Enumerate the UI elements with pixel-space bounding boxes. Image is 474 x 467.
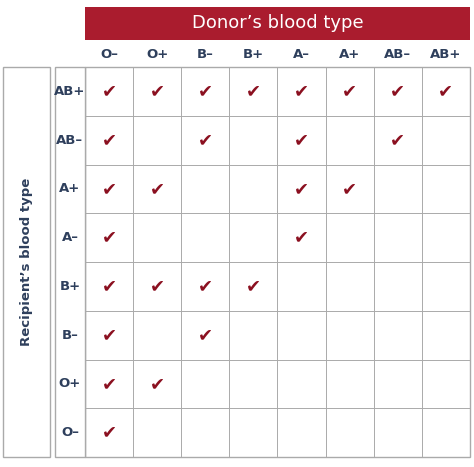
Text: AB+: AB+ — [55, 85, 86, 98]
Text: Recipient’s blood type: Recipient’s blood type — [20, 178, 33, 346]
Bar — [85, 7, 470, 40]
Text: AB–: AB– — [384, 48, 411, 61]
Text: ✔: ✔ — [150, 82, 165, 100]
Text: B+: B+ — [243, 48, 264, 61]
Text: O+: O+ — [146, 48, 168, 61]
Text: ✔: ✔ — [101, 326, 117, 344]
Text: AB+: AB+ — [430, 48, 462, 61]
Text: ✔: ✔ — [198, 82, 213, 100]
Text: ✔: ✔ — [198, 326, 213, 344]
Text: ✔: ✔ — [294, 131, 309, 149]
Text: ✔: ✔ — [198, 131, 213, 149]
Text: ✔: ✔ — [101, 277, 117, 295]
Text: ✔: ✔ — [390, 82, 405, 100]
Text: B–: B– — [62, 329, 78, 342]
Text: ✔: ✔ — [101, 131, 117, 149]
Text: ✔: ✔ — [294, 229, 309, 247]
Text: ✔: ✔ — [101, 180, 117, 198]
Text: ✔: ✔ — [342, 82, 357, 100]
Text: ✔: ✔ — [294, 180, 309, 198]
Text: A–: A– — [62, 231, 79, 244]
Text: Donor’s blood type: Donor’s blood type — [191, 14, 363, 33]
Text: O–: O– — [61, 426, 79, 439]
Text: A–: A– — [293, 48, 310, 61]
Text: ✔: ✔ — [150, 277, 165, 295]
Text: ✔: ✔ — [198, 277, 213, 295]
Bar — [55, 67, 85, 457]
Text: ✔: ✔ — [246, 277, 261, 295]
Text: O–: O– — [100, 48, 118, 61]
Text: ✔: ✔ — [438, 82, 454, 100]
Text: ✔: ✔ — [294, 82, 309, 100]
Bar — [3, 67, 50, 457]
Text: B–: B– — [197, 48, 214, 61]
Text: ✔: ✔ — [342, 180, 357, 198]
Text: A+: A+ — [339, 48, 360, 61]
Text: ✔: ✔ — [101, 424, 117, 442]
Text: ✔: ✔ — [101, 229, 117, 247]
Text: ✔: ✔ — [150, 180, 165, 198]
Text: ✔: ✔ — [101, 82, 117, 100]
Text: O+: O+ — [59, 377, 81, 390]
Text: ✔: ✔ — [101, 375, 117, 393]
Text: ✔: ✔ — [150, 375, 165, 393]
Text: A+: A+ — [59, 183, 81, 195]
Text: B+: B+ — [59, 280, 81, 293]
Bar — [85, 67, 470, 457]
Text: ✔: ✔ — [390, 131, 405, 149]
Text: AB–: AB– — [56, 134, 83, 147]
Text: ✔: ✔ — [246, 82, 261, 100]
